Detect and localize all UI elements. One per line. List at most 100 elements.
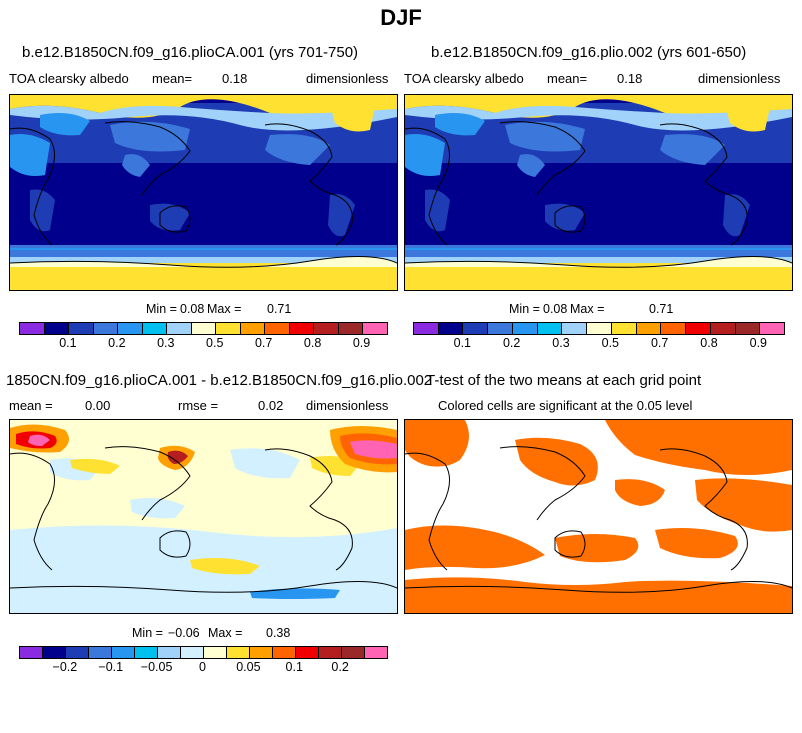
colorbar-tick-label: −0.2 — [52, 660, 78, 674]
panel1-max-label: Max = — [207, 302, 242, 316]
panel3-min-value: −0.06 — [168, 626, 200, 640]
panel2-map-graphic — [405, 95, 792, 290]
colorbar-tick-label: 0 — [199, 660, 206, 674]
colorbar-swatch — [273, 647, 296, 658]
colorbar-swatch — [562, 323, 588, 334]
colorbar-tick-label: 0.1 — [59, 336, 77, 350]
colorbar-swatch — [158, 647, 181, 658]
panel1-min-label: Min = — [146, 302, 177, 316]
colorbar-swatch — [735, 323, 761, 334]
colorbar-swatch — [20, 323, 45, 334]
colorbar-swatch — [661, 323, 687, 334]
colorbar-swatch — [512, 323, 538, 334]
panel2-max-label: Max = — [570, 302, 605, 316]
panel1-colorbar — [19, 322, 388, 335]
colorbar-swatch — [363, 323, 387, 334]
colorbar-swatch — [240, 323, 266, 334]
colorbar-swatch — [167, 323, 192, 334]
colorbar-swatch — [142, 323, 168, 334]
colorbar-swatch — [250, 647, 273, 658]
colorbar-tick-label: 0.8 — [303, 336, 322, 350]
figure-title: DJF — [380, 5, 422, 30]
colorbar-swatch — [296, 647, 319, 658]
panel1-mean-value: 0.18 — [222, 71, 248, 86]
colorbar-swatch — [44, 323, 70, 334]
colorbar-swatch — [66, 647, 89, 658]
colorbar-tick-label: 0.2 — [331, 660, 349, 674]
panel3-colorbar — [19, 646, 388, 659]
colorbar-swatch — [135, 647, 158, 658]
panel3-map — [9, 419, 398, 614]
colorbar-swatch — [112, 647, 135, 658]
colorbar-swatch — [438, 323, 464, 334]
colorbar-tick-label: 0.9 — [352, 336, 371, 350]
colorbar-swatch — [537, 323, 563, 334]
panel3-map-graphic — [10, 420, 397, 613]
colorbar-swatch — [611, 323, 637, 334]
colorbar-swatch — [93, 323, 119, 334]
colorbar-swatch — [338, 323, 364, 334]
colorbar-swatch — [488, 323, 513, 334]
panel2-map — [404, 94, 793, 291]
colorbar-tick-label: 0.05 — [236, 660, 261, 674]
panel2-colorbar — [413, 322, 785, 335]
colorbar-swatch — [686, 323, 711, 334]
colorbar-tick-label: 0.3 — [157, 336, 175, 350]
colorbar-swatch — [204, 647, 227, 658]
panel1-map-graphic — [10, 95, 397, 290]
colorbar-tick-label: −0.05 — [140, 660, 173, 674]
panel3-case-title: 1850CN.f09_g16.plioCA.001 - b.e12.B1850C… — [6, 372, 433, 389]
panel3-mean-value: 0.00 — [85, 398, 111, 413]
panel1-mean-label: mean= — [152, 71, 193, 86]
colorbar-swatch — [20, 647, 43, 658]
colorbar-tick-label: 0.2 — [502, 336, 521, 350]
colorbar-swatch — [181, 647, 204, 658]
panel2-mean-label: mean= — [547, 71, 588, 86]
panel2-variable: TOA clearsky albedo — [404, 71, 524, 86]
panel4-map — [404, 419, 793, 614]
panel3-max-value: 0.38 — [266, 626, 291, 640]
panel4-title: T-test of the two means at each grid poi… — [426, 372, 702, 389]
colorbar-swatch — [289, 323, 315, 334]
panel2-case-title: b.e12.B1850CN.f09_g16.plio.002 (yrs 601-… — [431, 44, 747, 61]
colorbar-swatch — [319, 647, 342, 658]
panel1-variable: TOA clearsky albedo — [9, 71, 129, 86]
panel3-max-label: Max = — [208, 626, 243, 640]
colorbar-swatch — [760, 323, 785, 334]
colorbar-tick-label: 0.1 — [453, 336, 472, 350]
colorbar-tick-label: 0.1 — [285, 660, 303, 674]
panel2-units: dimensionless — [698, 71, 781, 86]
panel3-rmse-label: rmse = — [178, 398, 219, 413]
colorbar-swatch — [463, 323, 489, 334]
colorbar-tick-label: 0.8 — [700, 336, 718, 350]
colorbar-swatch — [314, 323, 339, 334]
colorbar-swatch — [710, 323, 736, 334]
colorbar-swatch — [43, 647, 66, 658]
colorbar-swatch — [636, 323, 662, 334]
panel2-min-label: Min = — [509, 302, 540, 316]
colorbar-swatch — [414, 323, 439, 334]
colorbar-tick-label: 0.9 — [749, 336, 768, 350]
colorbar-swatch — [227, 647, 250, 658]
panel4-subtitle: Colored cells are significant at the 0.0… — [438, 398, 693, 413]
panel2-min-value: 0.08 — [543, 302, 568, 316]
colorbar-swatch — [587, 323, 612, 334]
panel4-map-graphic — [405, 420, 792, 613]
colorbar-swatch — [265, 323, 290, 334]
panel1-map — [9, 94, 398, 291]
colorbar-tick-label: 0.5 — [206, 336, 224, 350]
colorbar-tick-label: 0.7 — [254, 336, 273, 350]
panel3-rmse-value: 0.02 — [258, 398, 284, 413]
colorbar-tick-label: 0.7 — [650, 336, 669, 350]
panel1-units: dimensionless — [306, 71, 389, 86]
colorbar-swatch — [216, 323, 241, 334]
colorbar-swatch — [118, 323, 143, 334]
colorbar-swatch — [342, 647, 365, 658]
colorbar-tick-label: −0.1 — [98, 660, 124, 674]
panel2-max-value: 0.71 — [649, 302, 674, 316]
panel1-case-title: b.e12.B1850CN.f09_g16.plioCA.001 (yrs 70… — [22, 44, 359, 61]
panel3-min-label: Min = — [132, 626, 163, 640]
panel3-mean-label: mean = — [9, 398, 53, 413]
colorbar-tick-label: 0.3 — [552, 336, 570, 350]
colorbar-tick-label: 0.5 — [601, 336, 620, 350]
